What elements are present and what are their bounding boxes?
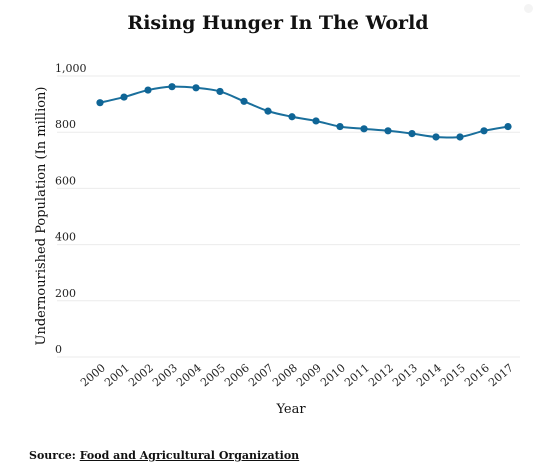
x-tick-label: 2010 xyxy=(318,361,348,389)
data-point[interactable] xyxy=(168,83,176,91)
x-tick-label: 2004 xyxy=(174,361,204,389)
x-tick-label: 2014 xyxy=(414,361,444,389)
corner-dot xyxy=(524,4,533,13)
data-point[interactable] xyxy=(456,133,464,141)
x-tick-label: 2016 xyxy=(462,361,492,389)
series-line xyxy=(99,85,509,139)
x-tick-label: 2009 xyxy=(294,361,324,389)
source-link[interactable]: Food and Agricultural Organization xyxy=(79,449,300,462)
source-label: Source: xyxy=(29,449,76,462)
data-point[interactable] xyxy=(144,86,152,94)
data-points xyxy=(96,83,512,141)
data-point[interactable] xyxy=(504,122,512,131)
x-tick-label: 2006 xyxy=(222,361,252,389)
y-tick-label: 800 xyxy=(55,118,76,131)
data-point[interactable] xyxy=(216,87,224,96)
data-point[interactable] xyxy=(360,125,368,133)
data-point[interactable] xyxy=(264,107,272,115)
y-axis-ticks: 0 200 400 600 800 1,000 xyxy=(55,62,87,356)
x-axis-ticks: 2000200120022003200420052006200720082009… xyxy=(78,361,516,389)
y-axis-label: Undernourished Population (In million) xyxy=(34,87,49,346)
x-tick-label: 2000 xyxy=(78,361,108,389)
data-point[interactable] xyxy=(384,127,392,135)
x-tick-label: 2003 xyxy=(150,361,180,389)
chart-title: Rising Hunger In The World xyxy=(127,12,428,34)
x-tick-label: 2007 xyxy=(246,361,276,389)
x-tick-label: 2008 xyxy=(270,361,300,389)
data-point[interactable] xyxy=(480,127,488,135)
x-tick-label: 2013 xyxy=(390,361,420,389)
x-tick-label: 2012 xyxy=(366,361,396,389)
data-point[interactable] xyxy=(432,133,440,141)
y-tick-label: 200 xyxy=(55,287,76,300)
x-tick-label: 2017 xyxy=(486,361,516,389)
y-tick-label: 0 xyxy=(55,343,62,356)
x-tick-label: 2005 xyxy=(198,361,228,389)
y-tick-label: 400 xyxy=(55,231,76,244)
data-point[interactable] xyxy=(312,117,320,125)
x-tick-label: 2002 xyxy=(126,361,156,389)
x-tick-label: 2011 xyxy=(342,361,372,389)
x-axis-label: Year xyxy=(275,402,306,417)
x-tick-label: 2001 xyxy=(102,361,132,389)
data-point[interactable] xyxy=(408,130,416,138)
data-point[interactable] xyxy=(192,84,200,92)
data-point[interactable] xyxy=(288,113,296,121)
x-tick-label: 2015 xyxy=(438,361,468,389)
data-point[interactable] xyxy=(120,93,128,101)
data-point[interactable] xyxy=(240,97,248,105)
gridlines xyxy=(57,75,520,358)
data-point[interactable] xyxy=(96,99,104,107)
y-tick-label: 600 xyxy=(55,174,76,187)
y-tick-label: 1,000 xyxy=(55,62,87,75)
data-point[interactable] xyxy=(336,122,344,131)
source-note: Source: Food and Agricultural Organizati… xyxy=(29,449,299,462)
